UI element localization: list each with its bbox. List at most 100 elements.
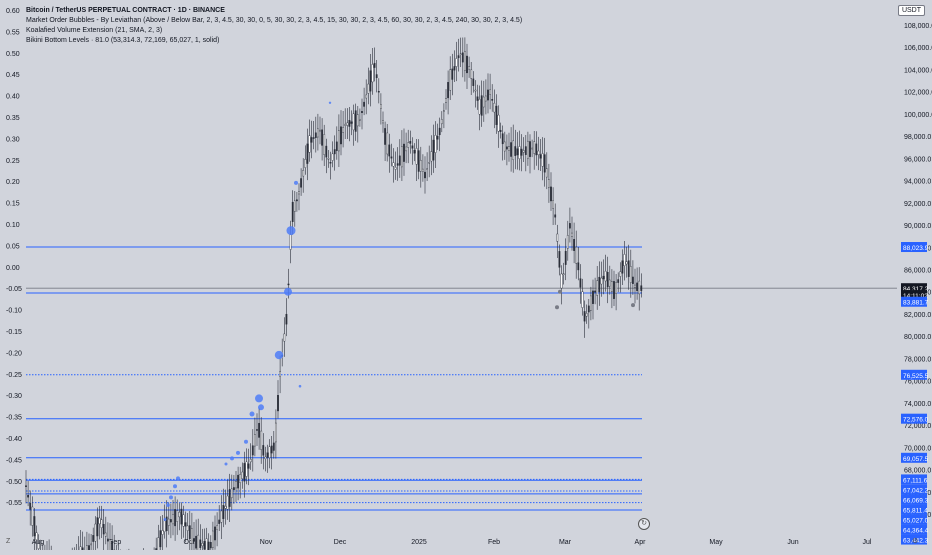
price-label: 88,023.9 <box>903 245 929 252</box>
time-axis-label: Oct <box>184 539 195 546</box>
order-bubble <box>164 518 167 521</box>
indicator-market-order-bubbles[interactable]: Market Order Bubbles - By Leviathan (Abo… <box>26 16 522 26</box>
order-bubble <box>169 495 173 499</box>
left-axis-tick: -0.25 <box>6 372 22 379</box>
left-axis-tick: 0.00 <box>6 265 20 272</box>
candle-body <box>277 395 278 411</box>
candle-body <box>256 429 257 430</box>
gear-icon[interactable]: ⚙ <box>912 537 918 545</box>
chart-legend: Bitcoin / TetherUS PERPETUAL CONTRACT · … <box>26 6 522 46</box>
candle-body <box>573 239 574 250</box>
time-axis-label: May <box>709 539 723 546</box>
left-axis-tick: -0.15 <box>6 329 22 336</box>
indicator-volume-extension[interactable]: Koalafied Volume Extension (21, SMA, 2, … <box>26 26 522 36</box>
candle-body <box>202 543 203 546</box>
candle-body <box>395 167 396 169</box>
candle-body <box>552 200 553 208</box>
candle-body <box>191 529 192 544</box>
candle-body <box>454 66 455 70</box>
price-label: 66,069.3 <box>903 498 929 505</box>
order-bubble <box>230 456 234 460</box>
replay-icon[interactable]: ↻ <box>638 518 650 530</box>
right-axis-tick: 102,000.0 <box>904 90 932 97</box>
candle-body <box>296 200 297 201</box>
candle-body <box>242 472 243 479</box>
candle-body <box>431 152 432 162</box>
candle-body <box>634 285 635 287</box>
candle-body <box>219 520 220 524</box>
candle-body <box>433 140 434 160</box>
candle-body <box>334 149 335 153</box>
right-axis-tick: 90,000.0 <box>904 223 931 230</box>
candle-body <box>496 106 497 125</box>
candle-body <box>466 56 467 73</box>
candle-body <box>347 123 348 126</box>
left-axis-tick: 0.15 <box>6 201 20 208</box>
candle-body <box>597 281 598 296</box>
candle-body <box>187 526 188 531</box>
indicator-bikini-bottom[interactable]: Bikini Bottom Levels · 81.0 (53,314.3, 7… <box>26 36 522 46</box>
candle-body <box>416 148 417 164</box>
candle-body <box>315 133 316 138</box>
candle-body <box>311 137 312 142</box>
candle-body <box>101 520 102 528</box>
candle-body <box>403 144 404 162</box>
candle-body <box>515 146 516 155</box>
candle-body <box>550 187 551 201</box>
candle-body <box>531 148 532 149</box>
time-axis-label: 2025 <box>411 539 427 546</box>
candle-body <box>181 509 182 524</box>
right-axis-tick: 74,000.0 <box>904 401 931 408</box>
candle-body <box>223 505 224 518</box>
right-axis-tick: 96,000.0 <box>904 156 931 163</box>
candle-body <box>326 146 327 157</box>
right-axis-tick: 104,000.0 <box>904 67 932 74</box>
candle-body <box>99 518 100 524</box>
candle-body <box>208 542 209 550</box>
currency-button[interactable]: USDT <box>898 5 925 16</box>
candle-body <box>450 70 451 91</box>
candle-body <box>103 524 104 534</box>
candle-body <box>279 372 280 377</box>
order-bubble-grey <box>631 303 635 307</box>
candle-body <box>105 533 106 536</box>
candle-body <box>489 90 490 94</box>
right-axis-tick: 94,000.0 <box>904 179 931 186</box>
time-axis-label: Dec <box>334 539 347 546</box>
candle-body <box>366 95 367 98</box>
candle-body <box>624 254 625 265</box>
candle-body <box>399 156 400 166</box>
right-axis-tick: 98,000.0 <box>904 134 931 141</box>
symbol-title[interactable]: Bitcoin / TetherUS PERPETUAL CONTRACT · … <box>26 6 522 16</box>
candle-body <box>174 509 175 526</box>
candle-body <box>508 147 509 151</box>
candle-body <box>626 262 627 264</box>
candle-body <box>294 201 295 212</box>
candle-body <box>298 191 299 194</box>
left-axis-tick: 0.60 <box>6 8 20 15</box>
candle-body <box>422 169 423 172</box>
candle-body <box>414 150 415 153</box>
candle-body <box>221 511 222 522</box>
left-axis-tick: -0.55 <box>6 500 22 507</box>
candle-body <box>506 147 507 149</box>
timezone-icon[interactable]: Z <box>6 538 10 545</box>
right-axis-tick: 108,000.0 <box>904 23 932 30</box>
candle-body <box>548 180 549 188</box>
candle-body <box>510 142 511 156</box>
candle-body <box>605 271 606 281</box>
candle-body <box>233 487 234 489</box>
candle-body <box>271 446 272 453</box>
order-bubble <box>173 484 177 488</box>
right-axis-tick: 80,000.0 <box>904 334 931 341</box>
candle-body <box>475 90 476 91</box>
candle-body <box>286 314 287 324</box>
candle-body <box>168 519 169 526</box>
candle-body <box>328 158 329 159</box>
candle-body <box>90 544 91 545</box>
candle-body <box>615 282 616 293</box>
order-bubble <box>258 404 264 410</box>
time-axis-label: Feb <box>488 539 500 546</box>
